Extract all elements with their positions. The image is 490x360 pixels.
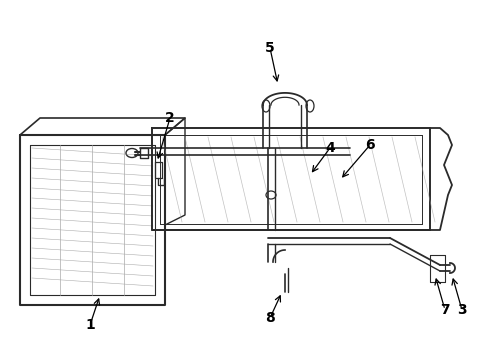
Text: 8: 8 — [265, 311, 275, 325]
Text: 5: 5 — [265, 41, 275, 55]
Text: 1: 1 — [85, 318, 95, 332]
Text: 6: 6 — [365, 138, 375, 152]
Text: 4: 4 — [325, 141, 335, 155]
Text: 7: 7 — [440, 303, 450, 317]
Text: 3: 3 — [457, 303, 467, 317]
Text: 2: 2 — [165, 111, 175, 125]
